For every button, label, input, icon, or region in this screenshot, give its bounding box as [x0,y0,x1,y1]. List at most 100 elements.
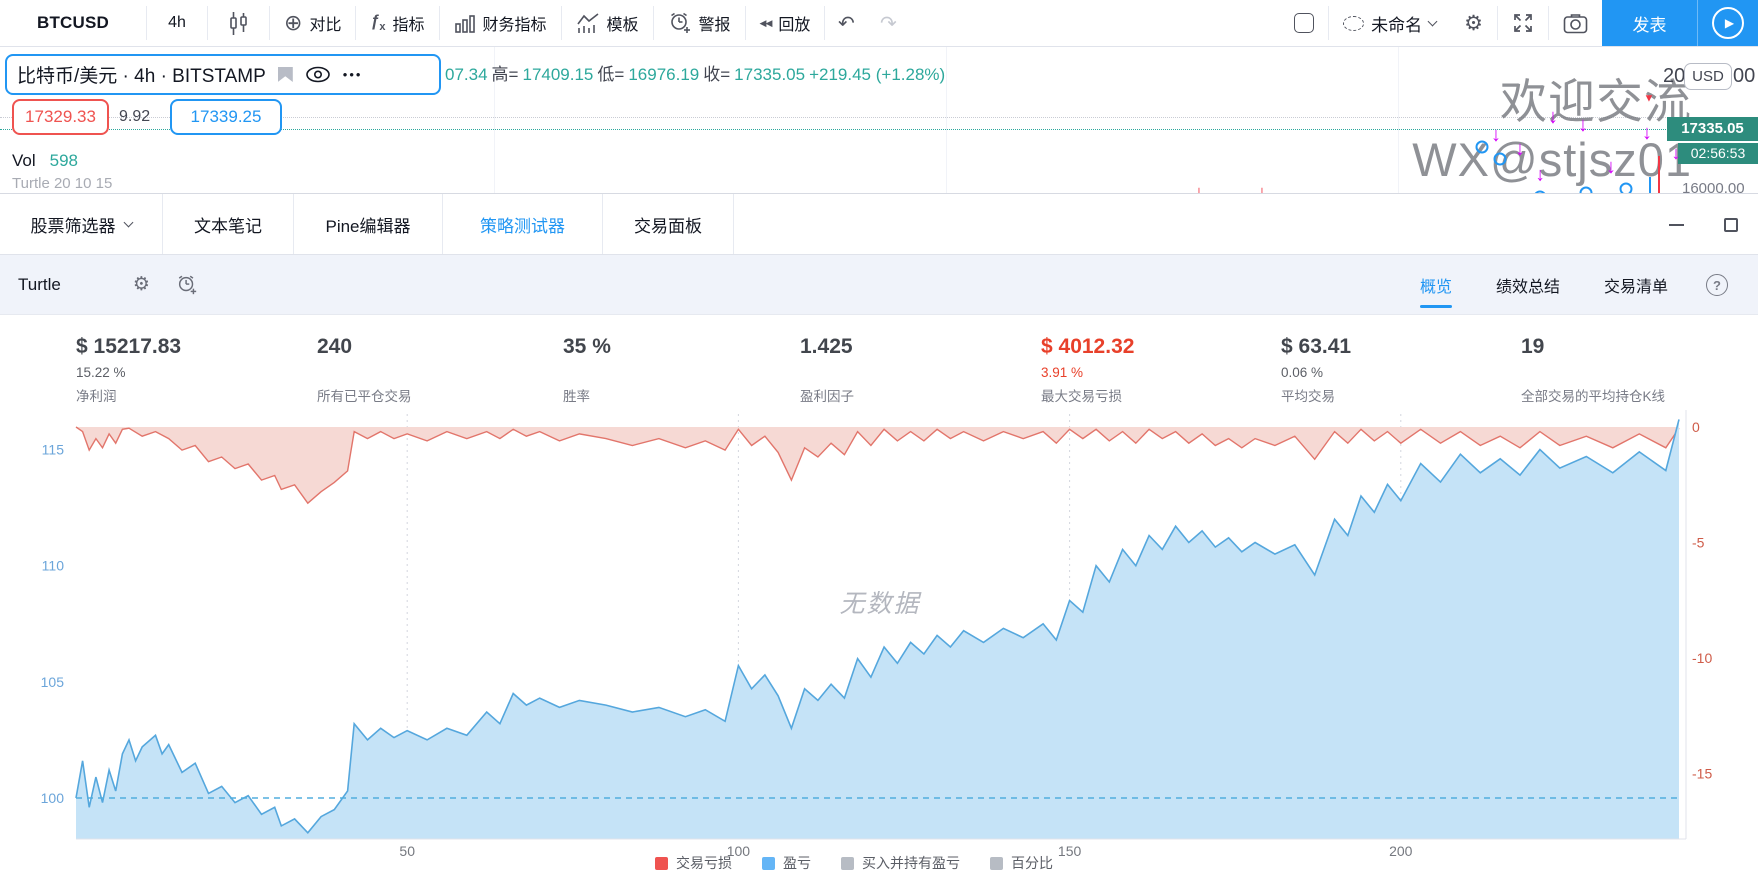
chart-header-area: 欢迎交流 WX@stjsz01 比特币/美元 · 4h · BITSTAMP •… [0,47,1758,193]
stat-label: 盈利因子 [800,389,854,404]
chart-settings-button[interactable]: ⚙ [1450,0,1497,46]
panel-tab-1[interactable]: 股票筛选器 [0,194,163,254]
circle-plus-icon: ⊕ [284,10,303,35]
stat-value: 19 [1521,335,1545,358]
trade-arrow-marker: ↓ [1194,182,1204,193]
stat-column-5: $ 4012.32 3.91 % 最大交易亏损 [1041,315,1281,410]
panel-tab-5[interactable]: 交易面板 [603,194,734,254]
flag-icon[interactable] [277,67,293,82]
stat-column-2: 240 所有已平仓交易 [317,315,563,410]
equity-chart: 115 110 105 100 0 -5 -10 -15 50 100 150 200 无数据 交易亏… [0,410,1758,871]
save-layout-button[interactable]: 未命名 [1329,0,1450,46]
more-options-icon[interactable]: ••• [342,67,363,82]
legend-item[interactable]: 盈亏 [762,853,811,873]
gridline [494,47,495,193]
financials-button[interactable]: 财务指标 [440,0,561,46]
help-icon[interactable]: ? [1706,274,1728,296]
strategy-stats-row: $ 15217.83 15.22 % 净利润 240 所有已平仓交易 35 % 胜率 1.42… [0,315,1758,410]
stat-value: 1.425 [800,335,853,358]
legend-label: 百分比 [1011,855,1053,871]
bid-dotted-line [0,117,1758,118]
ohlc-part: 高= [491,65,519,84]
ask-price-box[interactable]: 17339.25 [170,99,282,135]
ohlc-part: 17335.05 [734,65,806,84]
legend-label: 盈亏 [783,855,811,871]
ohlc-part: 收= [703,65,731,84]
strategy-settings-icon[interactable]: ⚙ [132,274,150,295]
maximize-icon[interactable] [1724,217,1738,232]
panel-tab-3[interactable]: Pine编辑器 [294,194,443,254]
compare-button[interactable]: ⊕ 对比 [284,10,342,35]
currency-button[interactable]: USD [1684,63,1732,90]
chart-type-button[interactable] [208,0,269,46]
divider [560,6,562,40]
strategy-tab-3[interactable]: 交易清单 [1603,279,1668,296]
ohlc-part: 07.34 [445,65,488,84]
legend-item[interactable]: 买入并持有盈亏 [841,853,960,873]
svg-text:-10: -10 [1692,650,1712,666]
legend-swatch [655,856,668,870]
strategy-alert-icon[interactable] [176,274,198,296]
alarm-clock-icon [668,11,692,35]
undo-button[interactable]: ↶ [825,0,867,46]
no-data-watermark: 无数据 [839,590,921,618]
divider [438,6,440,40]
redo-icon: ↷ [880,12,897,35]
strategy-name[interactable]: Turtle [18,274,61,294]
legend-item[interactable]: 百分比 [990,853,1053,873]
strategy-tab-2[interactable]: 绩效总结 [1495,279,1560,296]
redo-button[interactable]: ↷ [867,0,909,46]
interval-button[interactable]: 4h [168,14,186,31]
panel-tab-4[interactable]: 策略测试器 [443,194,603,254]
ohlc-readout: 07.34 高= 17409.15 低= 16976.19 收= 17335.05 +219.… [445,60,949,85]
divider [824,6,826,40]
panel-tab-2[interactable]: 文本笔记 [163,194,294,254]
divider [355,6,357,40]
alerts-button[interactable]: 警报 [654,0,745,46]
stat-label: 全部交易的平均持仓K线 [1521,389,1666,404]
divider [1328,6,1330,40]
symbol-search-button[interactable]: BTCUSD [0,0,146,46]
chevron-down-icon [123,217,133,228]
svg-text:50: 50 [399,843,415,859]
trade-arrow-marker: ↓ [1548,106,1558,128]
divider [207,6,208,40]
trade-line-marker [1649,177,1651,193]
panel-tab-label: 策略测试器 [480,216,565,236]
stat-label: 所有已平仓交易 [317,389,412,404]
stat-percent: 15.22 % [76,365,126,380]
replay-button[interactable]: ◀◀ 回放 [759,17,811,34]
stat-percent: 3.91 % [1041,365,1084,380]
bid-price-box[interactable]: 17329.33 [12,99,109,135]
legend-swatch [762,856,775,870]
fullscreen-button[interactable] [1498,0,1548,46]
publish-button[interactable]: 发表 [1632,15,1667,35]
trade-arrow-marker: ↓ [1515,138,1525,160]
snapshot-button[interactable] [1549,0,1602,46]
stat-percent [563,365,800,381]
svg-text:-5: -5 [1692,535,1705,551]
svg-text:110: 110 [42,558,65,574]
strategy-tab-1[interactable]: 概览 [1419,255,1452,315]
last-price-dotted-line [0,129,1758,130]
templates-button[interactable]: 模板 [562,0,653,46]
trade-circle-marker [1619,182,1633,193]
trade-circle-marker [1579,186,1593,193]
eye-icon[interactable] [305,66,331,83]
stat-column-3: 35 % 胜率 [563,315,800,410]
stat-percent [1521,365,1758,381]
trade-arrow-marker: ↓ [1642,122,1652,144]
symbol-title: 比特币/美元 · 4h · BITSTAMP [17,66,266,87]
symbol-info-box[interactable]: 比特币/美元 · 4h · BITSTAMP ••• [5,54,441,95]
minimize-icon[interactable] [1669,223,1684,226]
layout-select-button[interactable] [1280,0,1328,46]
zigzag-chart-icon [576,12,600,34]
play-button[interactable]: ▶ [1697,0,1758,46]
indicators-button[interactable]: ƒx 指标 [370,12,425,34]
svg-text:200: 200 [1389,843,1413,859]
svg-text:100: 100 [41,790,65,806]
last-price-label: 17335.05 [1667,117,1758,141]
expand-icon [1512,12,1534,34]
stat-label: 平均交易 [1281,389,1335,404]
legend-item[interactable]: 交易亏损 [655,853,732,873]
